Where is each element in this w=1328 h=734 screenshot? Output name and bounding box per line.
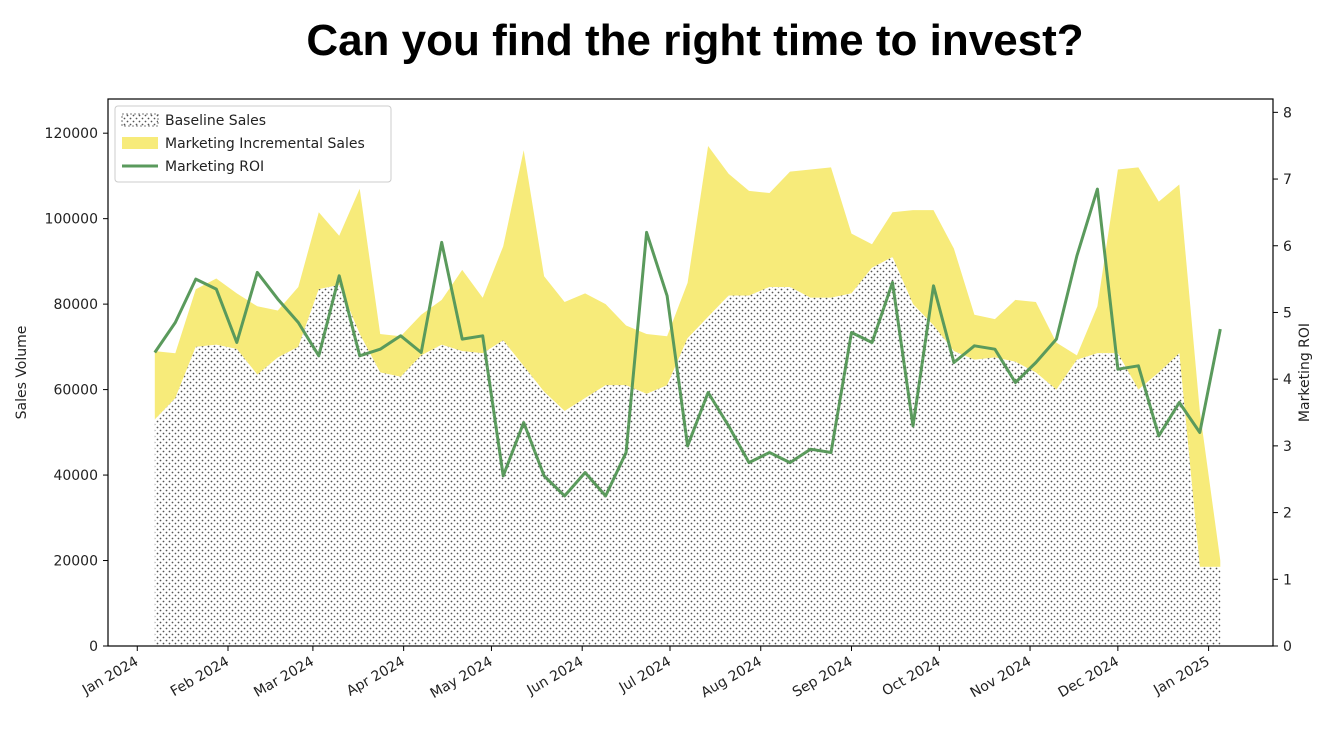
y2-tick-label: 5 (1283, 305, 1292, 321)
legend-label-roi: Marketing ROI (165, 159, 264, 175)
x-tick-label: Apr 2024 (344, 654, 408, 700)
x-tick-label: Feb 2024 (168, 654, 232, 700)
legend-label-incremental: Marketing Incremental Sales (165, 136, 365, 152)
x-tick-label: May 2024 (428, 654, 496, 702)
y-tick-label: 100000 (45, 212, 98, 228)
y-tick-label: 60000 (53, 383, 98, 399)
y2-tick-label: 1 (1283, 572, 1292, 588)
y2-tick-label: 3 (1283, 439, 1292, 455)
plot-frame (107, 98, 1274, 647)
y-tick-label: 40000 (53, 468, 98, 484)
y2-tick-label: 2 (1283, 506, 1292, 522)
legend-label-baseline: Baseline Sales (165, 113, 266, 129)
chart-title: Can you find the right time to invest? (306, 16, 1084, 65)
x-tick-label: Dec 2024 (1056, 654, 1122, 701)
y-axis-label: Sales Volume (14, 326, 30, 420)
x-tick-label: Jan 2024 (79, 654, 141, 699)
x-tick-label: Oct 2024 (880, 654, 944, 700)
incremental-sales-area (154, 146, 1221, 567)
x-tick-label: Jan 2025 (1150, 654, 1212, 699)
legend-swatch-incremental (122, 137, 158, 149)
y2-tick-label: 4 (1283, 372, 1292, 388)
y2-tick-label: 6 (1283, 239, 1292, 255)
y-tick-label: 20000 (53, 554, 98, 570)
y2-tick-label: 7 (1283, 172, 1292, 188)
baseline-sales-area (154, 257, 1221, 646)
legend-box (114, 105, 392, 183)
y2-tick-label: 8 (1283, 105, 1292, 121)
y-tick-label: 80000 (53, 297, 98, 313)
x-tick-label: Jun 2024 (524, 654, 587, 699)
x-tick-label: Mar 2024 (251, 654, 317, 701)
x-tick-label: Aug 2024 (698, 654, 764, 702)
x-tick-label: Sep 2024 (790, 654, 856, 701)
x-tick-label: Jul 2024 (616, 654, 674, 697)
x-tick-label: Nov 2024 (968, 654, 1034, 702)
legend-swatch-baseline (121, 113, 159, 127)
y-tick-label: 0 (89, 639, 98, 655)
y2-axis-label: Marketing ROI (1297, 323, 1313, 422)
y-tick-label: 120000 (45, 126, 98, 142)
y2-tick-label: 0 (1283, 639, 1292, 655)
